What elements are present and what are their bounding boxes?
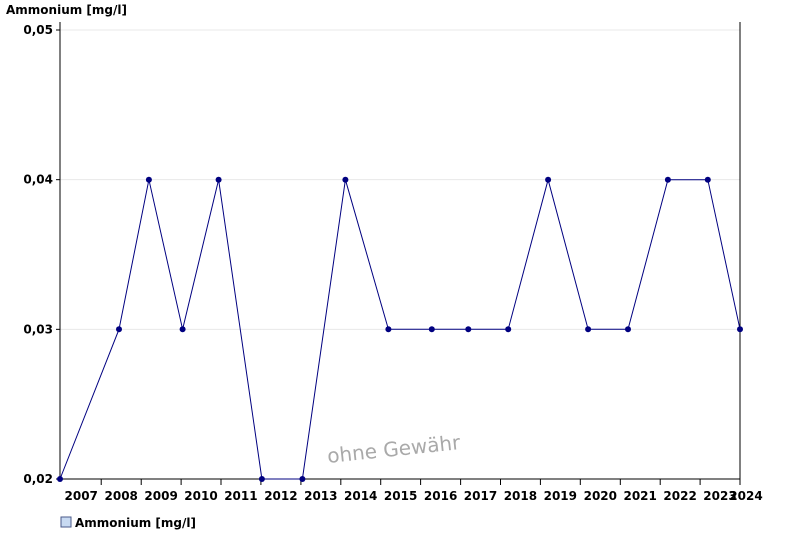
axes (59, 22, 741, 480)
x-tick-label: 2018 (504, 489, 537, 503)
y-tick-label: 0,05 (23, 23, 53, 37)
x-tick-label: 2022 (663, 489, 696, 503)
x-tick-label: 2014 (344, 489, 377, 503)
data-point (704, 176, 711, 183)
y-axis-ticks: 0,02 0,03 0,04 0,05 (23, 23, 60, 486)
grid-lines (60, 29, 740, 480)
y-tick-label: 0,04 (23, 173, 53, 187)
data-point (505, 326, 512, 333)
x-tick-label: 2011 (224, 489, 257, 503)
x-tick-label: 2016 (424, 489, 457, 503)
legend: Ammonium [mg/l] (60, 516, 196, 530)
x-tick-label: 2021 (623, 489, 656, 503)
x-tick-label: 2023 (703, 489, 736, 503)
y-tick-label: 0,02 (23, 472, 53, 486)
data-point (116, 326, 122, 333)
data-point (145, 176, 152, 183)
data-point (385, 326, 392, 333)
x-tick-label: 2024 (729, 489, 762, 503)
x-tick-label: 2013 (304, 489, 337, 503)
legend-label: Ammonium [mg/l] (75, 516, 196, 530)
x-tick-label: 2012 (264, 489, 297, 503)
x-tick-label: 2019 (544, 489, 577, 503)
x-tick-label: 2008 (105, 489, 138, 503)
data-point (428, 326, 435, 333)
watermark-text: ohne Gewähr (326, 430, 462, 468)
data-point (179, 326, 186, 333)
data-point (545, 176, 552, 183)
x-tick-label: 2009 (144, 489, 177, 503)
legend-swatch (60, 516, 72, 528)
data-point (465, 326, 472, 333)
data-point (57, 476, 63, 482)
x-tick-label: 2007 (65, 489, 98, 503)
data-point (664, 176, 671, 183)
data-point (342, 176, 349, 183)
data-point (625, 326, 631, 333)
x-tick-label: 2017 (464, 489, 497, 503)
series-line (59, 177, 741, 480)
y-tick-label: 0,03 (23, 322, 53, 336)
x-axis-ticks: 2007 2008 2009 2010 2011 2012 2013 2014 2015 2016… (65, 479, 763, 503)
data-point (258, 476, 265, 482)
data-point (585, 326, 592, 333)
data-point (299, 476, 306, 482)
x-tick-label: 2020 (584, 489, 617, 503)
data-point (737, 326, 743, 333)
data-point (215, 176, 222, 183)
y-axis-label: Ammonium [mg/l] (6, 3, 127, 17)
x-tick-label: 2015 (384, 489, 417, 503)
x-tick-label: 2010 (184, 489, 217, 503)
series-ammonium (57, 176, 743, 482)
